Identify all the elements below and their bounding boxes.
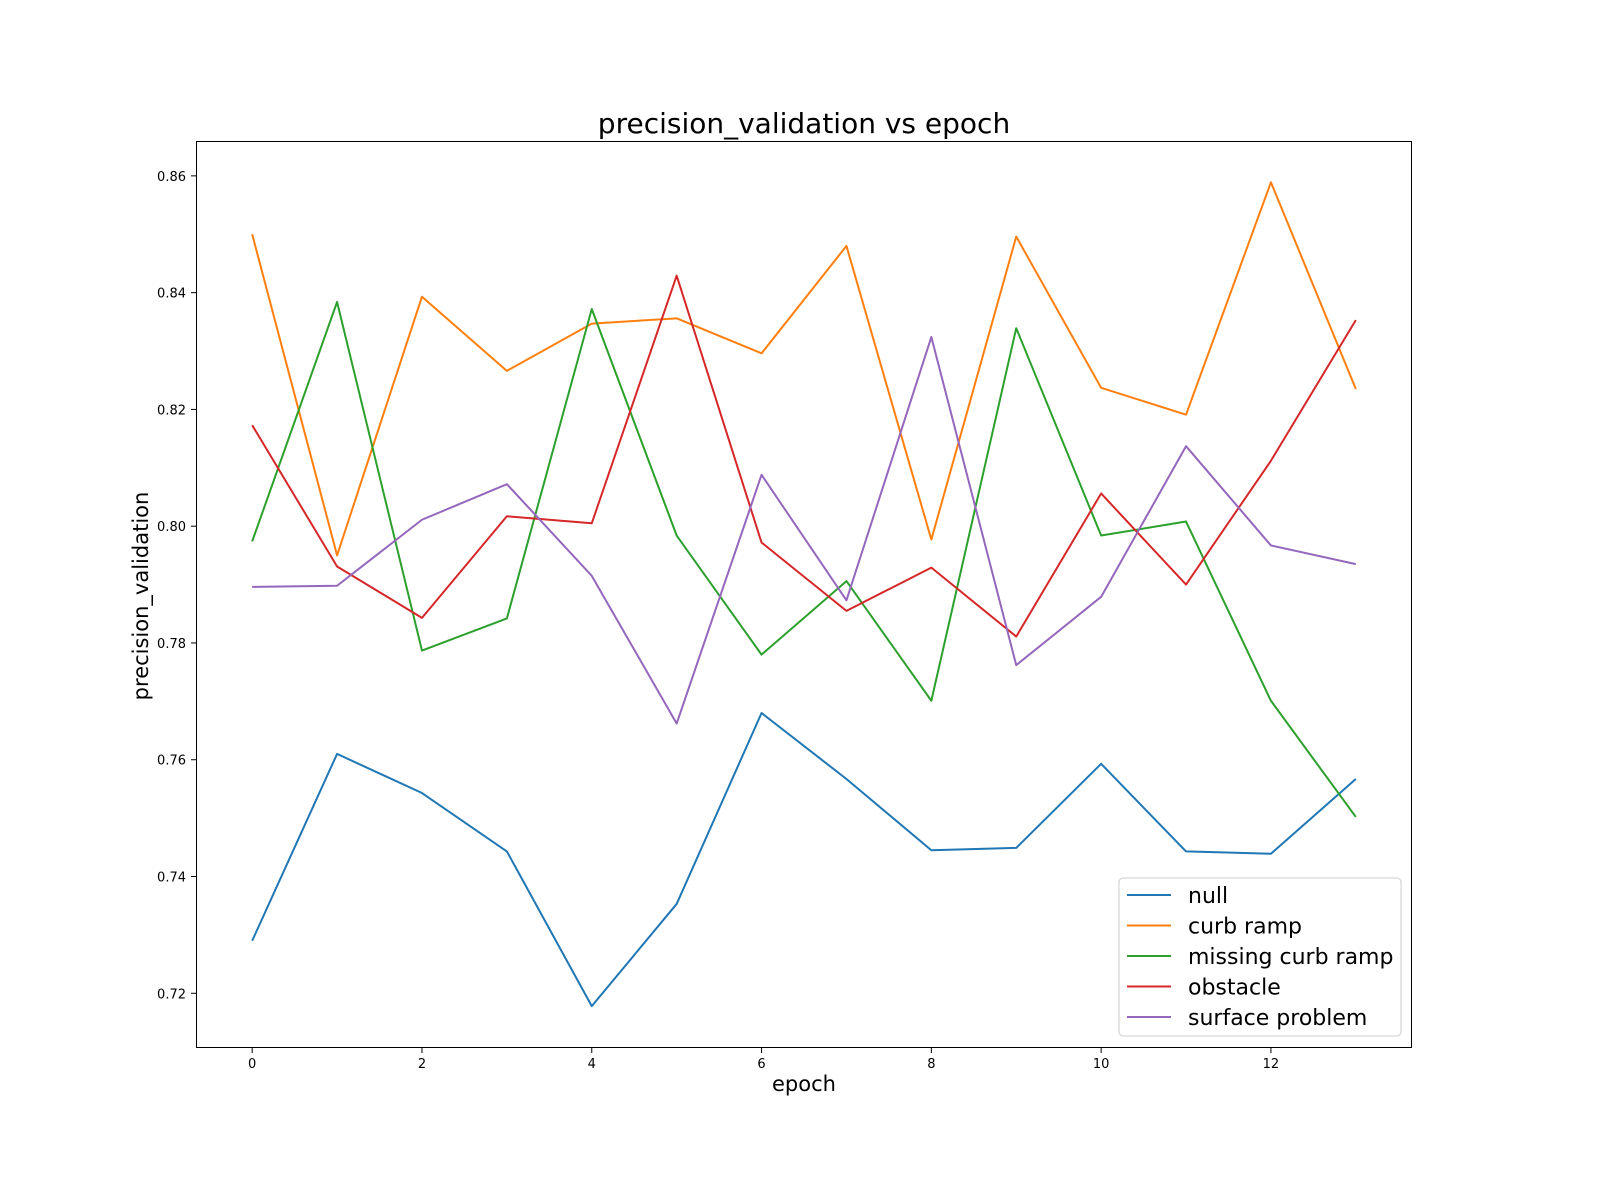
x-tick-label-4: 8 — [927, 1057, 935, 1072]
y-axis-ticks: 0.72 0.74 0.76 0.78 0.80 0.82 0.84 0.86 — [157, 170, 197, 1002]
plot-frame — [196, 141, 1412, 1048]
y-axis-label: precision_validation — [129, 492, 154, 701]
chart-title: precision_validation vs epoch — [598, 107, 1010, 140]
series-layer — [251, 181, 1357, 1008]
legend-label-2: missing curb ramp — [1188, 945, 1393, 970]
series-line-4 — [252, 336, 1357, 725]
y-tick-label-7: 0.86 — [157, 170, 186, 185]
x-tick-label-0: 0 — [248, 1057, 256, 1072]
x-tick-label-2: 4 — [588, 1057, 596, 1072]
y-tick-label-2: 0.76 — [157, 754, 186, 769]
x-tick-label-3: 6 — [757, 1057, 765, 1072]
series-line-3 — [251, 274, 1357, 638]
y-tick-label-6: 0.84 — [157, 287, 186, 302]
series-line-2 — [251, 300, 1357, 818]
series-line-0 — [251, 712, 1357, 1008]
y-tick-label-3: 0.78 — [157, 637, 186, 652]
legend-label-4: surface problem — [1188, 1006, 1367, 1031]
x-tick-label-5: 10 — [1093, 1057, 1110, 1072]
x-axis-ticks: 0 2 4 6 8 10 12 — [248, 1047, 1279, 1072]
legend-label-3: obstacle — [1188, 976, 1281, 1001]
legend: null curb ramp missing curb ramp obstacle su… — [1118, 877, 1402, 1037]
legend-box — [1118, 877, 1402, 1037]
y-tick-label-4: 0.80 — [157, 520, 186, 535]
x-axis-label: epoch — [772, 1072, 836, 1096]
x-tick-label-1: 2 — [418, 1057, 426, 1072]
series-line-1 — [251, 181, 1357, 557]
y-tick-label-5: 0.82 — [157, 403, 186, 418]
y-tick-label-1: 0.74 — [157, 871, 186, 886]
y-tick-label-0: 0.72 — [157, 987, 186, 1002]
legend-label-0: null — [1188, 884, 1228, 909]
legend-label-1: curb ramp — [1188, 915, 1302, 940]
x-tick-label-6: 12 — [1263, 1057, 1280, 1072]
